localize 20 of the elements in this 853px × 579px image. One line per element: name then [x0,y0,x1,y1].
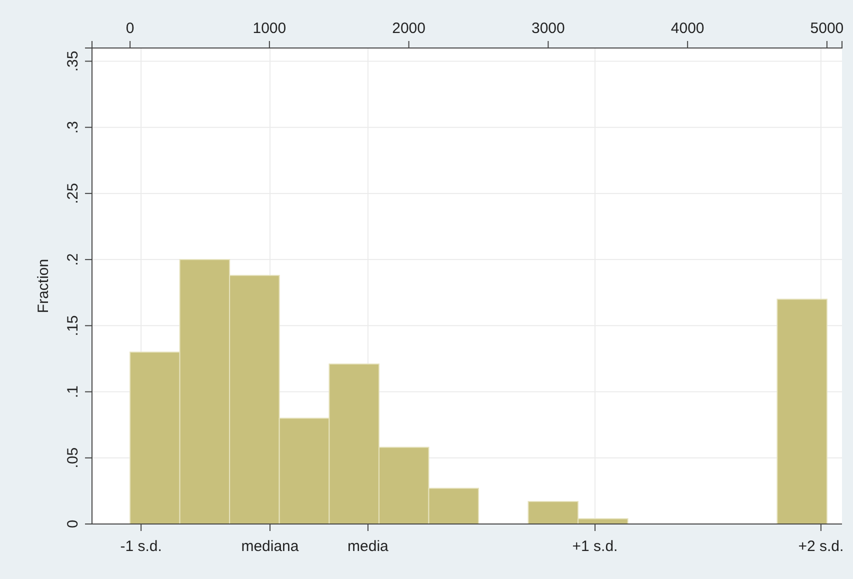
y-tick-label: .2 [64,253,82,266]
y-tick-label: .15 [64,315,82,336]
y-axis-title: Fraction [35,258,52,314]
ref-line-label: -1 s.d. [120,538,162,555]
y-tick-label: .3 [64,121,82,134]
y-tick-label: 0 [64,520,82,528]
ref-line-label: media [348,538,390,555]
ref-line-label: +1 s.d. [572,538,618,555]
y-tick-label: .1 [64,386,82,398]
x-tick-label: 4000 [670,20,704,37]
x-tick-label: 0 [126,20,134,37]
ref-line-label: mediana [241,538,300,555]
x-tick-label: 3000 [532,20,565,37]
y-tick-label: .35 [64,50,82,72]
y-tick-label: .05 [64,447,82,468]
ref-line-label: +2 s.d. [798,538,844,555]
x-tick-label: 1000 [252,20,286,37]
x-tick-label: 2000 [392,20,426,37]
x-tick-label: 5000 [810,20,844,37]
y-tick-label: .25 [64,183,82,204]
